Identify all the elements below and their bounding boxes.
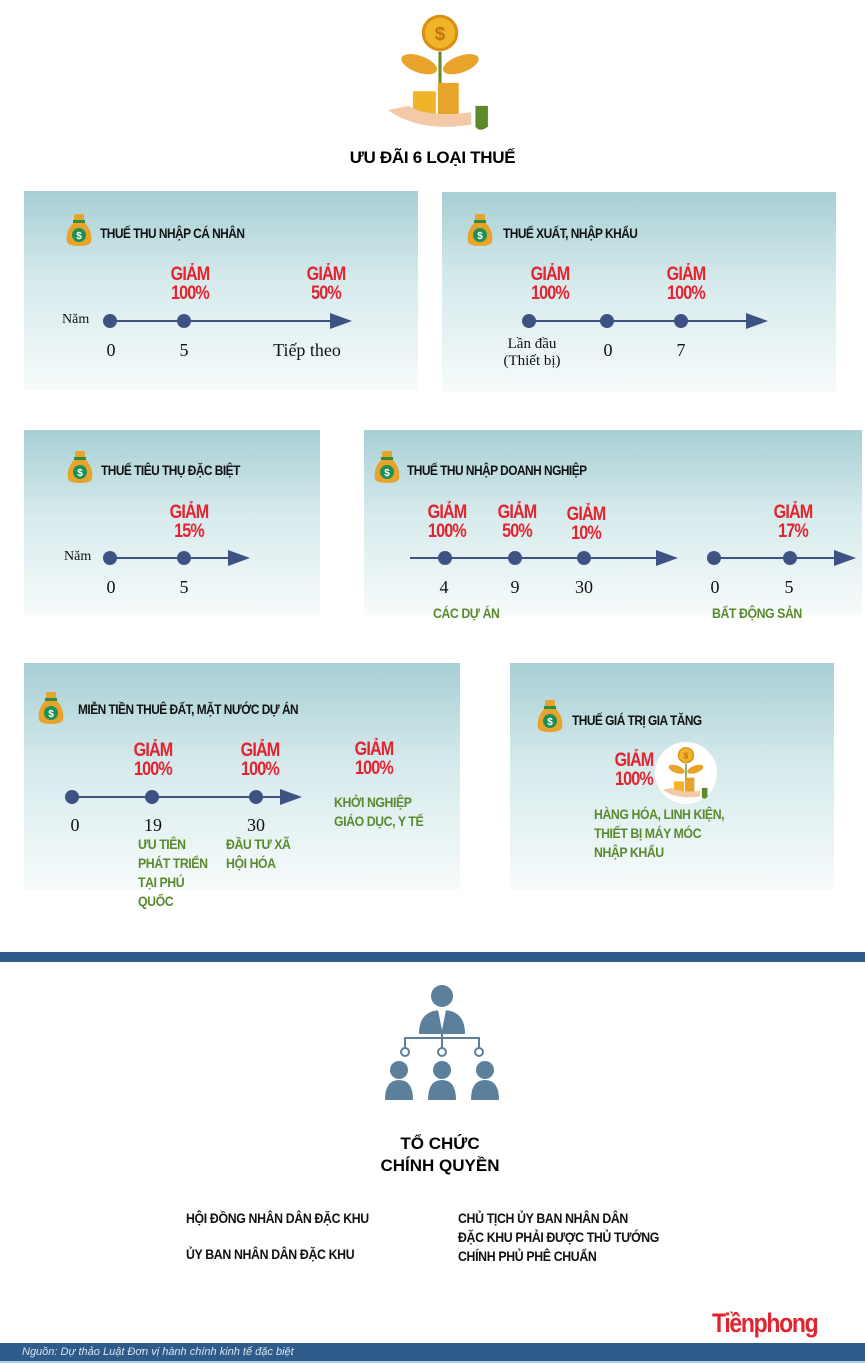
tick-label: 5	[179, 577, 189, 597]
timeline	[410, 557, 660, 559]
org-item: ỦY BAN NHÂN DÂN ĐẶC KHU	[186, 1246, 355, 1262]
money-bag-icon	[374, 451, 400, 483]
timeline-dot	[600, 314, 614, 328]
money-plant-icon	[386, 14, 490, 132]
money-bag-icon	[38, 692, 64, 724]
arrow-icon	[746, 313, 768, 329]
reduction-badge: GIẢM 100%	[530, 264, 571, 304]
tick-label: 30	[575, 577, 593, 597]
timeline	[110, 557, 230, 559]
reduction-badge: GIẢM 50%	[306, 264, 347, 304]
tick-label: 0	[106, 340, 116, 360]
tick-label: 4	[439, 577, 449, 597]
money-bag-icon	[537, 700, 563, 732]
reduction-badge: GIẢM 100%	[354, 739, 395, 779]
footer-bar	[0, 1343, 865, 1363]
section-divider	[0, 952, 865, 962]
reduction-badge: GIẢM 17%	[773, 502, 814, 542]
timeline	[110, 320, 332, 322]
tick-label: 0	[106, 577, 116, 597]
note-priority: ƯU TIÊN PHÁT TRIỂN TẠI PHÚ QUỐC	[138, 836, 208, 909]
timeline-dot	[783, 551, 797, 565]
source-text: Nguồn: Dự thảo Luật Đơn vị hành chính ki…	[22, 1346, 294, 1358]
timeline	[72, 796, 282, 798]
tick-label: 19	[144, 815, 162, 835]
arrow-icon	[330, 313, 352, 329]
timeline-dot	[508, 551, 522, 565]
tick-label: 5	[784, 577, 794, 597]
panel-corporate-income-tax	[364, 430, 862, 615]
tick-label: 30	[247, 815, 265, 835]
tick-label: 0	[710, 577, 720, 597]
vat-note: HÀNG HÓA, LINH KIỆN, THIẾT BỊ MÁY MÓC NH…	[594, 806, 725, 860]
reduction-badge: GIẢM 10%	[566, 504, 607, 544]
timeline-dot	[103, 551, 117, 565]
panel-title: THUẾ XUẤT, NHẬP KHẨU	[503, 225, 638, 241]
reduction-badge: GIẢM 50%	[497, 502, 538, 542]
org-chart-icon	[385, 985, 499, 1100]
reduction-badge: GIẢM 100%	[170, 264, 211, 304]
org-note: CHỦ TỊCH ỦY BAN NHÂN DÂN ĐẶC KHU PHẢI ĐƯ…	[458, 1210, 660, 1264]
timeline-dot	[103, 314, 117, 328]
tick-label: 5	[179, 340, 189, 360]
timeline-dot	[177, 551, 191, 565]
org-item: HỘI ĐỒNG NHÂN DÂN ĐẶC KHU	[186, 1210, 369, 1226]
timeline-dot	[145, 790, 159, 804]
panel-personal-income-tax	[24, 191, 418, 390]
tick-label: 0	[603, 340, 613, 360]
arrow-icon	[280, 789, 302, 805]
note-social-investment: ĐẦU TƯ XÃ HỘI HÓA	[226, 836, 291, 871]
panel-land-rent-exemption	[24, 663, 460, 890]
arrow-icon	[228, 550, 250, 566]
reduction-badge: GIẢM 100%	[133, 740, 174, 780]
page-title: ƯU ĐÃI 6 LOẠI THUẾ	[349, 148, 516, 167]
tick-label: Lần đầu (Thiết bị)	[503, 336, 561, 369]
money-bag-icon	[66, 214, 92, 246]
reduction-badge: GIẢM 15%	[169, 502, 210, 542]
timeline-dot	[707, 551, 721, 565]
timeline	[714, 557, 834, 559]
money-bag-icon	[67, 451, 93, 483]
group-label: CÁC DỰ ÁN	[433, 605, 500, 621]
reduction-badge: GIẢM 100%	[240, 740, 281, 780]
panel-title: THUẾ GIÁ TRỊ GIA TĂNG	[572, 712, 702, 728]
org-title: TỔ CHỨC CHÍNH QUYỀN	[380, 1134, 500, 1175]
year-label: Năm	[62, 312, 90, 327]
note-startup: KHỞI NGHIỆP GIÁO DỤC, Y TẾ	[334, 794, 424, 829]
timeline-dot	[438, 551, 452, 565]
timeline-dot	[522, 314, 536, 328]
arrow-icon	[656, 550, 678, 566]
tick-label: 7	[676, 340, 686, 360]
timeline-dot	[177, 314, 191, 328]
panel-title: THUẾ TIÊU THỤ ĐẶC BIỆT	[101, 462, 240, 478]
panel-title: MIỄN TIỀN THUÊ ĐẤT, MẶT NƯỚC DỰ ÁN	[78, 701, 299, 717]
timeline	[529, 320, 749, 322]
arrow-icon	[834, 550, 856, 566]
reduction-badge: GIẢM 100%	[666, 264, 707, 304]
timeline-dot	[65, 790, 79, 804]
reduction-badge: GIẢM 100%	[427, 502, 468, 542]
tienphong-logo: Tiềnphong	[712, 1308, 819, 1338]
tick-label: 0	[70, 815, 80, 835]
tick-label: 9	[510, 577, 520, 597]
panel-title: THUẾ THU NHẬP CÁ NHÂN	[100, 225, 245, 241]
panel-import-export-tax	[442, 192, 836, 392]
money-plant-icon	[655, 742, 717, 804]
group-label: BẤT ĐỘNG SẢN	[712, 605, 802, 621]
timeline-dot	[674, 314, 688, 328]
timeline-dot	[249, 790, 263, 804]
panel-title: THUẾ THU NHẬP DOANH NGHIỆP	[407, 462, 587, 478]
reduction-badge: GIẢM 100%	[614, 750, 655, 790]
money-bag-icon	[467, 214, 493, 246]
year-label: Năm	[64, 549, 92, 564]
tick-label: Tiếp theo	[273, 340, 341, 360]
timeline-dot	[577, 551, 591, 565]
